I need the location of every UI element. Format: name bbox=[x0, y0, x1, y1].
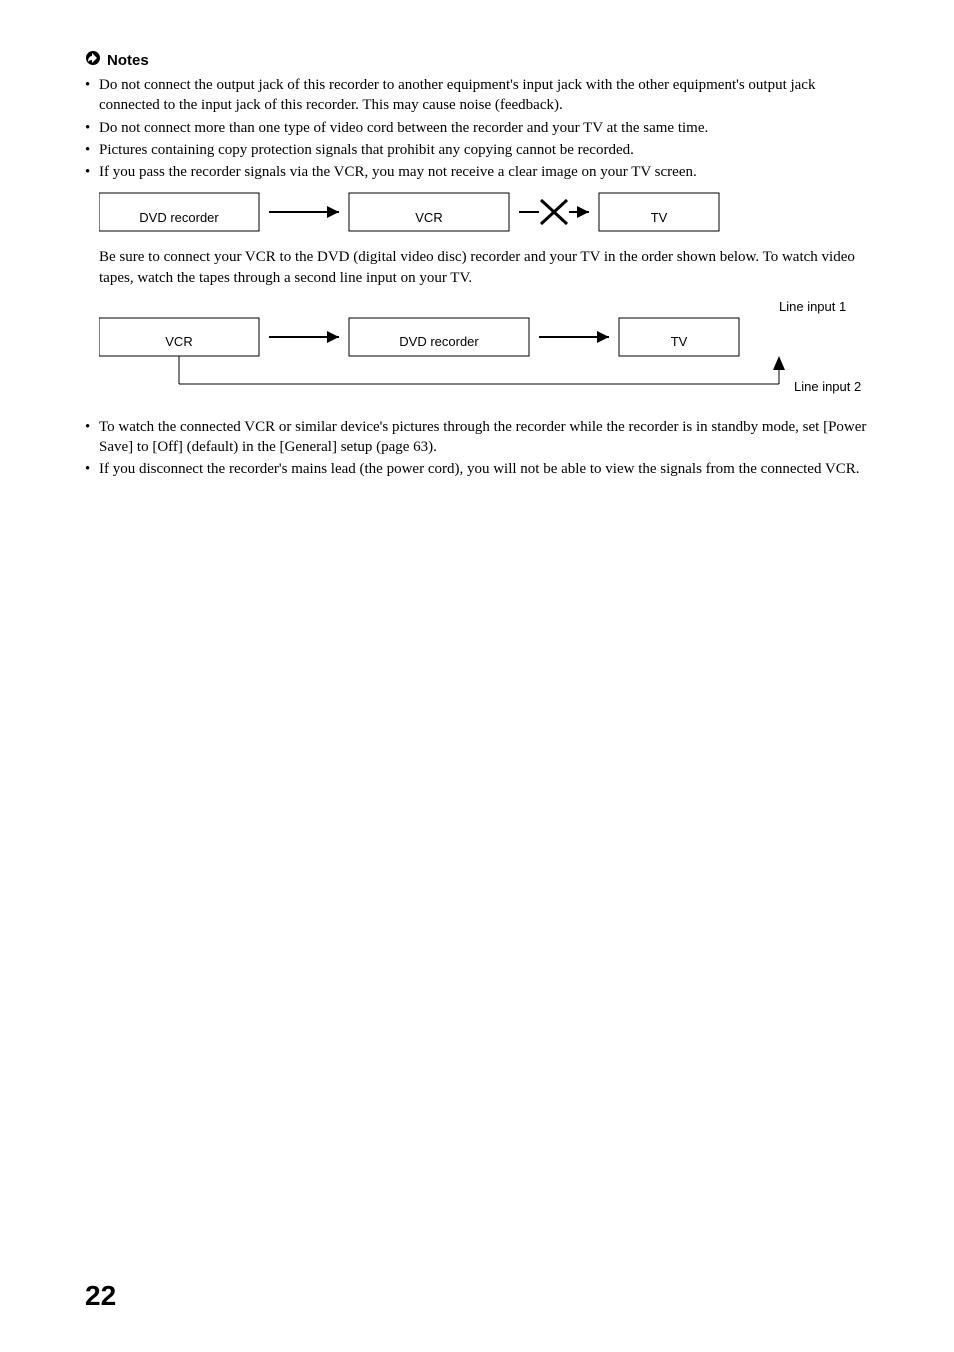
notes-list: Do not connect the output jack of this r… bbox=[85, 75, 869, 182]
diagram-1: DVD recorder VCR TV bbox=[99, 190, 869, 239]
note-item: Do not connect more than one type of vid… bbox=[85, 118, 869, 138]
diagram-2: VCR DVD recorder TV Line input 1 Line in… bbox=[99, 294, 869, 409]
diagram1-box-vcr: VCR bbox=[349, 198, 509, 236]
diagram2-box-dvd: DVD recorder bbox=[349, 323, 529, 361]
notes-header: Notes bbox=[85, 50, 869, 71]
line-input-1-label: Line input 1 bbox=[779, 299, 919, 314]
diagram1-box-dvd: DVD recorder bbox=[99, 198, 259, 236]
notes-list-2: To watch the connected VCR or similar de… bbox=[85, 417, 869, 480]
notes-label: Notes bbox=[107, 52, 149, 69]
note-item: If you disconnect the recorder's mains l… bbox=[85, 459, 869, 479]
diagram2-box-tv: TV bbox=[619, 323, 739, 361]
note-item: Pictures containing copy protection sign… bbox=[85, 140, 869, 160]
note-item: If you pass the recorder signals via the… bbox=[85, 162, 869, 182]
note-item: To watch the connected VCR or similar de… bbox=[85, 417, 869, 458]
line-input-2-label: Line input 2 bbox=[794, 379, 934, 394]
note-item: Do not connect the output jack of this r… bbox=[85, 75, 869, 116]
diagram1-box-tv: TV bbox=[599, 198, 719, 236]
diagram2-box-vcr: VCR bbox=[99, 323, 259, 361]
notes-icon bbox=[85, 50, 101, 71]
page-number: 22 bbox=[85, 1280, 116, 1312]
sub-text: Be sure to connect your VCR to the DVD (… bbox=[85, 247, 869, 288]
